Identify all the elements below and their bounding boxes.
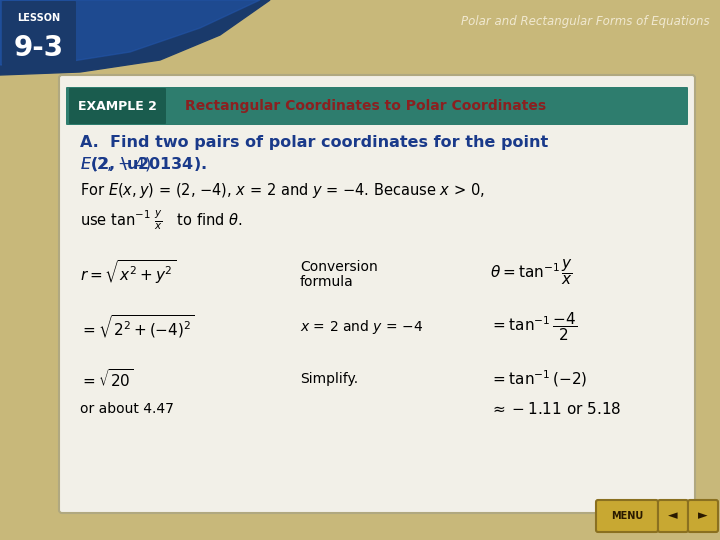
Text: $\approx -1.11$ or $5.18$: $\approx -1.11$ or $5.18$ <box>490 401 621 417</box>
Text: Polar and Rectangular Forms of Equations: Polar and Rectangular Forms of Equations <box>462 16 710 29</box>
Text: $= \tan^{-1}\dfrac{-4}{2}$: $= \tan^{-1}\dfrac{-4}{2}$ <box>490 310 577 343</box>
Text: Rectangular Coordinates to Polar Coordinates: Rectangular Coordinates to Polar Coordin… <box>185 99 546 113</box>
Text: A.  Find two pairs of polar coordinates for the point: A. Find two pairs of polar coordinates f… <box>80 134 548 150</box>
FancyBboxPatch shape <box>596 500 658 532</box>
Text: $= \tan^{-1}(-2)$: $= \tan^{-1}(-2)$ <box>490 369 588 389</box>
Text: $\theta = \tan^{-1}\dfrac{y}{x}$: $\theta = \tan^{-1}\dfrac{y}{x}$ <box>490 257 573 287</box>
Text: ◄: ◄ <box>668 510 678 523</box>
FancyBboxPatch shape <box>69 88 166 124</box>
FancyBboxPatch shape <box>59 75 695 513</box>
Text: For $\mathit{E}(\mathit{x, y})$ = (2, $-$4), $\mathit{x}$ = 2 and $\mathit{y}$ =: For $\mathit{E}(\mathit{x, y})$ = (2, $-… <box>80 180 485 199</box>
Text: LESSON: LESSON <box>17 13 60 23</box>
Text: formula: formula <box>300 275 354 289</box>
Text: $\mathit{E}$(2, \u20134).: $\mathit{E}$(2, \u20134). <box>80 155 207 173</box>
Text: Conversion: Conversion <box>300 260 378 274</box>
FancyBboxPatch shape <box>66 87 688 125</box>
Text: ►: ► <box>698 510 708 523</box>
Text: 9-3: 9-3 <box>14 34 64 62</box>
Text: Simplify.: Simplify. <box>300 372 358 386</box>
Text: or about 4.47: or about 4.47 <box>80 402 174 416</box>
FancyBboxPatch shape <box>658 500 688 532</box>
FancyBboxPatch shape <box>688 500 718 532</box>
Text: $= \sqrt{20}$: $= \sqrt{20}$ <box>80 368 133 390</box>
Text: use tan$^{-1}$ $\frac{y}{x}$   to find $\theta.$: use tan$^{-1}$ $\frac{y}{x}$ to find $\t… <box>80 208 243 232</box>
Text: $x$ = 2 and $y$ = $-$4: $x$ = 2 and $y$ = $-$4 <box>300 318 423 336</box>
Text: EXAMPLE 2: EXAMPLE 2 <box>78 99 156 112</box>
Polygon shape <box>0 0 270 75</box>
Polygon shape <box>0 0 260 65</box>
Text: $\mathit{E}(2, -4).$: $\mathit{E}(2, -4).$ <box>80 155 156 173</box>
Text: $r = \sqrt{x^2 + y^2}$: $r = \sqrt{x^2 + y^2}$ <box>80 258 176 286</box>
FancyBboxPatch shape <box>2 1 76 71</box>
Text: MENU: MENU <box>611 511 643 521</box>
Text: $= \sqrt{2^2 + (-4)^2}$: $= \sqrt{2^2 + (-4)^2}$ <box>80 314 194 341</box>
